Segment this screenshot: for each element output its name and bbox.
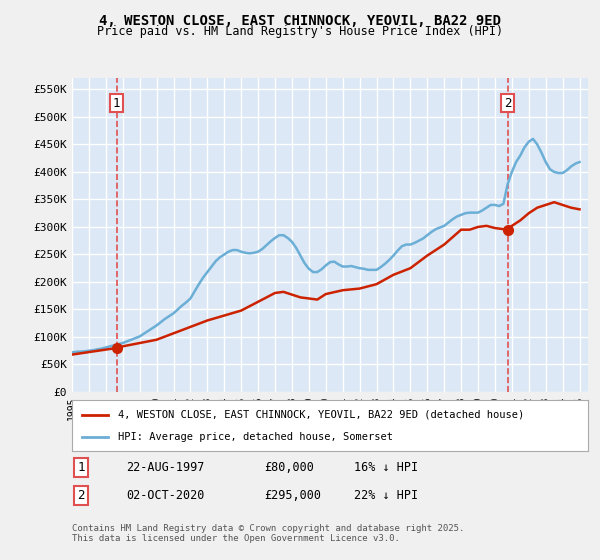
Text: 22% ↓ HPI: 22% ↓ HPI: [354, 489, 418, 502]
Text: 22-AUG-1997: 22-AUG-1997: [126, 461, 205, 474]
Text: £295,000: £295,000: [264, 489, 321, 502]
Text: 02-OCT-2020: 02-OCT-2020: [126, 489, 205, 502]
Text: 2: 2: [504, 97, 511, 110]
Text: HPI: Average price, detached house, Somerset: HPI: Average price, detached house, Some…: [118, 432, 394, 442]
Text: Price paid vs. HM Land Registry's House Price Index (HPI): Price paid vs. HM Land Registry's House …: [97, 25, 503, 38]
Text: 2: 2: [77, 489, 85, 502]
Text: £80,000: £80,000: [264, 461, 314, 474]
Text: 16% ↓ HPI: 16% ↓ HPI: [354, 461, 418, 474]
Text: Contains HM Land Registry data © Crown copyright and database right 2025.
This d: Contains HM Land Registry data © Crown c…: [72, 524, 464, 543]
Text: 1: 1: [113, 97, 121, 110]
Text: 1: 1: [77, 461, 85, 474]
Text: 4, WESTON CLOSE, EAST CHINNOCK, YEOVIL, BA22 9ED: 4, WESTON CLOSE, EAST CHINNOCK, YEOVIL, …: [99, 14, 501, 28]
Text: 4, WESTON CLOSE, EAST CHINNOCK, YEOVIL, BA22 9ED (detached house): 4, WESTON CLOSE, EAST CHINNOCK, YEOVIL, …: [118, 409, 524, 419]
